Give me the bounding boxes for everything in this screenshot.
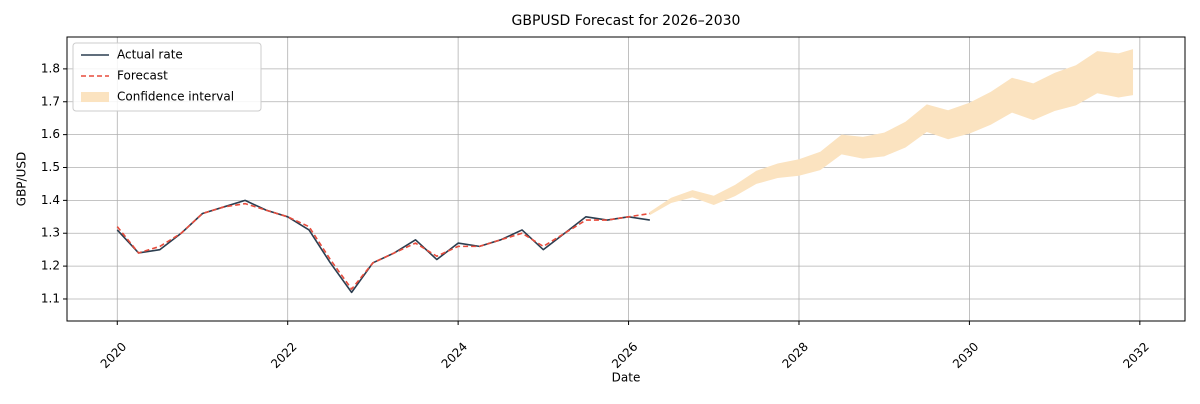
x-tick-label: 2022	[268, 340, 299, 371]
grid	[67, 37, 1185, 321]
chart-title: GBPUSD Forecast for 2026–2030	[512, 13, 741, 29]
x-tick-label: 2026	[609, 340, 640, 371]
x-tick-label: 2032	[1120, 340, 1151, 371]
y-tick-label: 1.3	[41, 226, 60, 240]
plot-area	[116, 49, 1134, 294]
legend-label: Confidence interval	[117, 90, 234, 104]
x-axis-label: Date	[612, 371, 641, 385]
series-line	[116, 199, 650, 294]
legend-swatch	[81, 92, 109, 102]
legend-box	[72, 42, 262, 112]
y-tick-label: 1.4	[41, 193, 60, 207]
x-tick-label: 2020	[98, 340, 129, 371]
plot-frame	[66, 36, 1186, 322]
series-line	[116, 71, 1134, 290]
y-tick-label: 1.5	[41, 160, 60, 174]
x-tick-label: 2024	[439, 340, 470, 371]
y-axis-label: GBP/USD	[15, 152, 29, 206]
legend-label: Actual rate	[117, 48, 183, 62]
x-tick-label: 2028	[779, 340, 810, 371]
y-tick-label: 1.1	[41, 291, 60, 305]
y-tick-label: 1.2	[41, 259, 60, 273]
confidence-band	[649, 49, 1134, 216]
legend-label: Forecast	[117, 69, 168, 83]
y-tick-label: 1.8	[41, 61, 60, 75]
y-tick-label: 1.7	[41, 94, 60, 108]
y-tick-label: 1.6	[41, 127, 60, 141]
x-tick-label: 2030	[950, 340, 981, 371]
